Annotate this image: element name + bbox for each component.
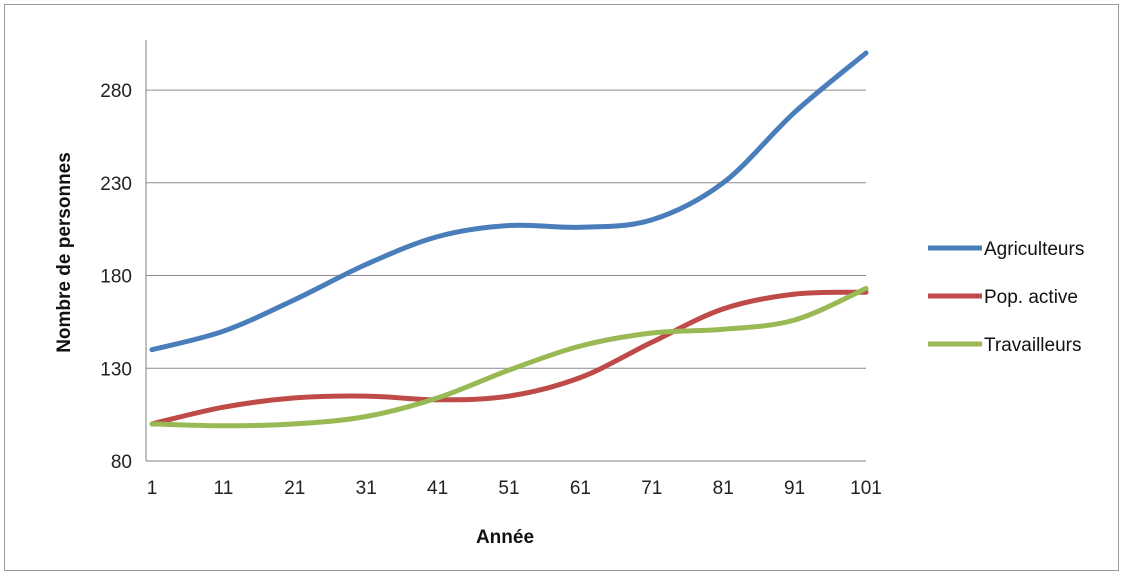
axes (145, 40, 866, 462)
y-tick-label: 280 (100, 81, 132, 102)
x-tick-label: 21 (284, 478, 305, 499)
x-tick-label: 101 (850, 478, 882, 499)
y-tick-label: 230 (100, 174, 132, 195)
x-tick-label: 91 (784, 478, 805, 499)
x-tick-label: 11 (214, 478, 234, 499)
x-tick-label: 81 (713, 478, 734, 499)
x-tick-labels: 1 11 21 31 41 51 61 71 81 91 101 (147, 478, 882, 499)
x-tick-label: 51 (498, 478, 519, 499)
y-tick-label: 80 (111, 452, 132, 473)
x-axis-title: Année (476, 527, 534, 548)
legend-label: Pop. active (984, 287, 1078, 308)
series-line-3 (149, 286, 869, 429)
chart-area (4, 4, 1119, 571)
series-lines (149, 50, 869, 429)
legend-label: Agriculteurs (984, 239, 1084, 260)
gridlines (146, 89, 866, 369)
x-tick-label: 41 (427, 478, 448, 499)
x-tick-label: 61 (570, 478, 591, 499)
y-tick-label: 180 (100, 267, 132, 288)
series-line-2 (149, 289, 869, 427)
legend-label: Travailleurs (984, 335, 1082, 356)
y-tick-label: 130 (100, 359, 132, 380)
y-tick-labels: 80 130 180 230 280 (100, 81, 132, 473)
x-tick-label: 1 (147, 478, 158, 499)
y-axis-title: Nombre de personnes (54, 152, 75, 353)
legend: Agriculteurs Pop. active Travailleurs (928, 239, 1084, 356)
x-tick-label: 71 (641, 478, 662, 499)
series-line-1 (149, 50, 869, 353)
x-tick-label: 31 (356, 478, 377, 499)
